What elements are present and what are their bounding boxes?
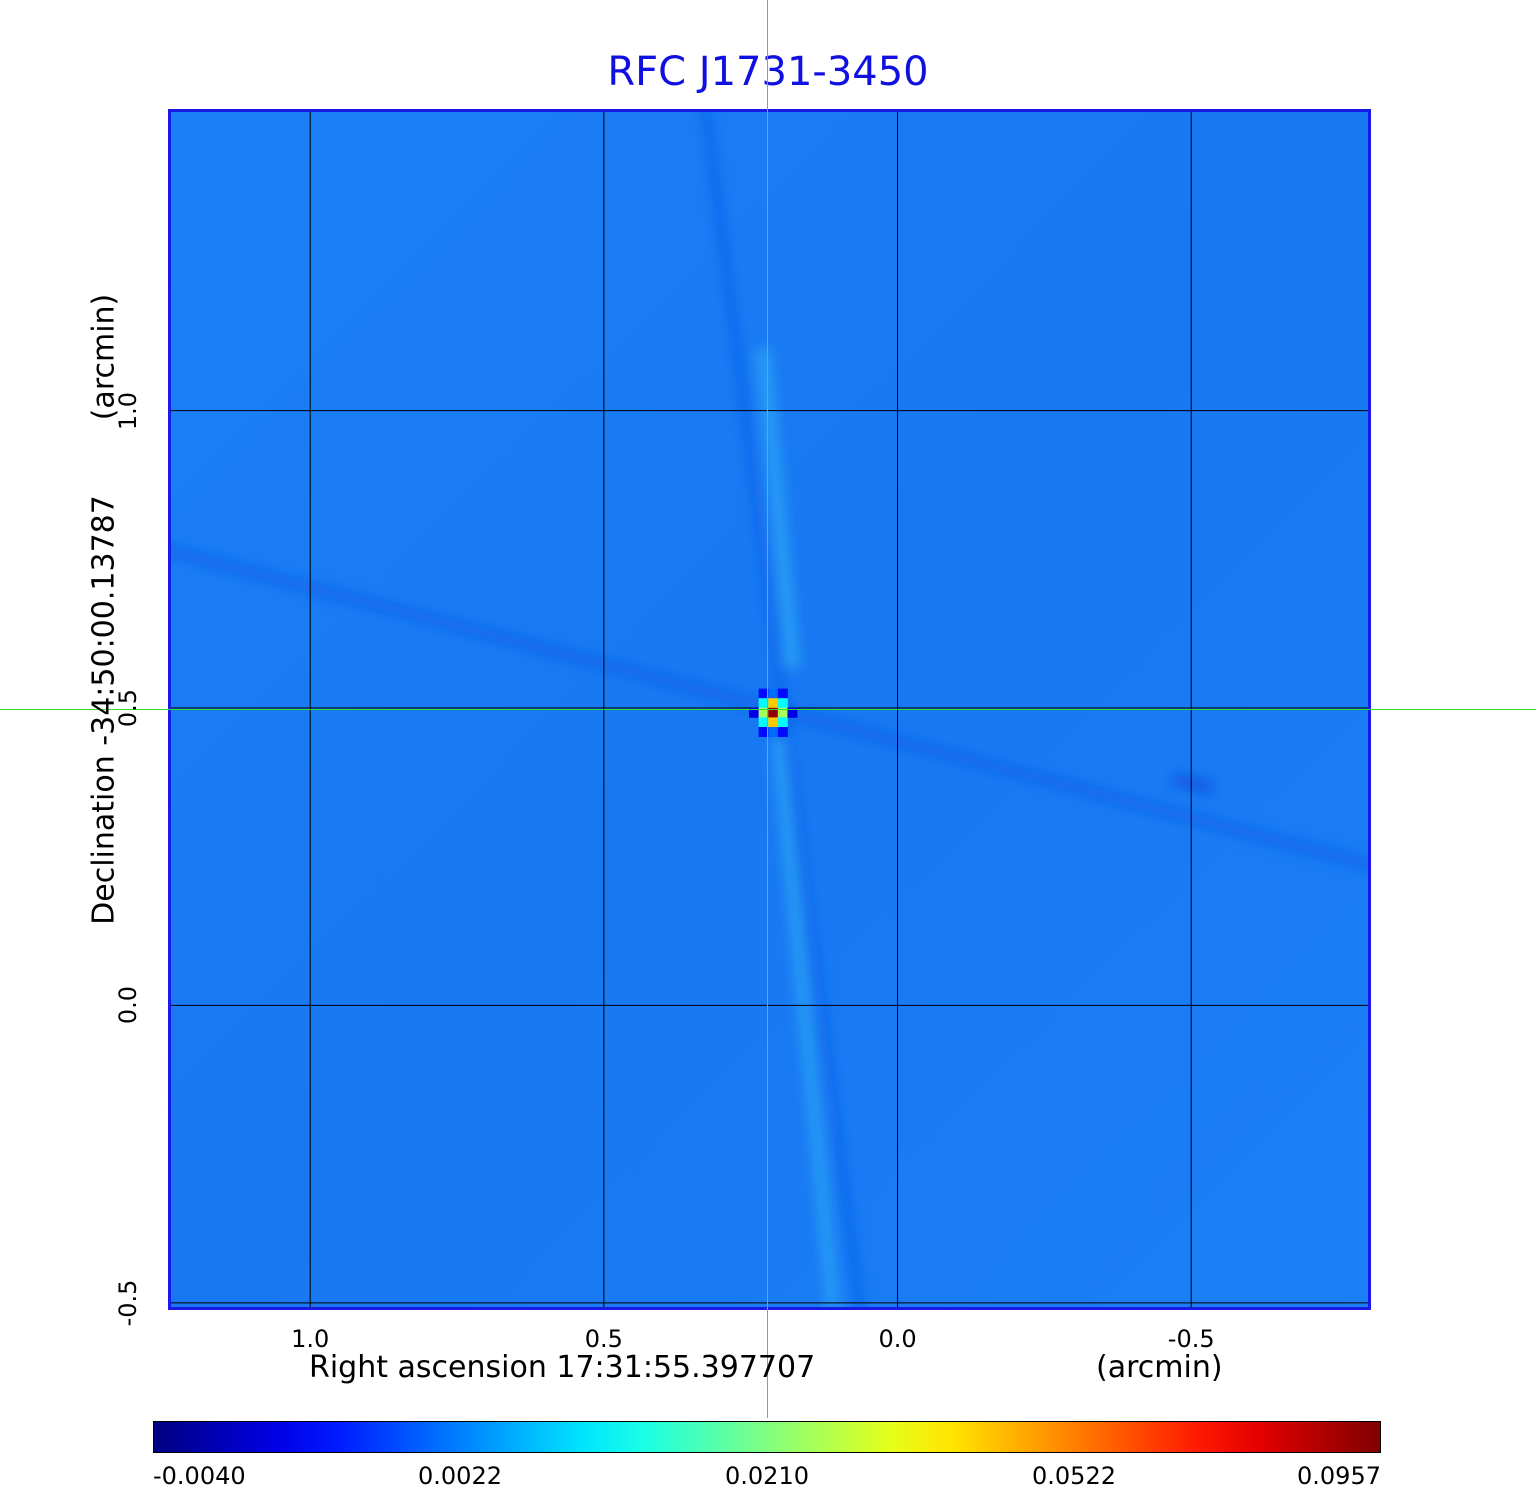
x-tick-label: 0.0 <box>878 1325 917 1353</box>
source-pixel <box>768 688 779 699</box>
colorbar-tick-label: -0.0040 <box>153 1462 246 1490</box>
source-pixel <box>768 727 779 738</box>
x-tick-label: 1.0 <box>291 1325 330 1353</box>
x-axis-label: Right ascension 17:31:55.397707 <box>309 1350 816 1385</box>
source-pixel <box>777 717 788 728</box>
x-tick-label: 0.5 <box>584 1325 623 1353</box>
source-pixel <box>768 717 779 728</box>
sidelobe-streak <box>772 738 839 1307</box>
y-axis-unit: (arcmin) <box>86 293 122 421</box>
source-pixel <box>768 698 779 709</box>
y-tick-label: -0.5 <box>114 1279 142 1327</box>
y-axis-label: Declination -34:50:00.13787 <box>86 495 122 925</box>
x-tick-label: -0.5 <box>1167 1325 1215 1353</box>
source-peak <box>749 688 798 738</box>
source-pixel <box>787 707 798 718</box>
source-pixel <box>758 688 769 699</box>
source-pixel <box>768 707 779 718</box>
source-pixel <box>758 698 769 709</box>
source-pixel <box>777 688 788 699</box>
source-pixel <box>758 717 769 728</box>
sidelobe-streak <box>1171 772 1215 795</box>
source-pixel <box>777 727 788 738</box>
source-pixel <box>758 707 769 718</box>
source-pixel <box>777 698 788 709</box>
colorbar-tick-label: 0.0022 <box>418 1462 502 1490</box>
colorbar-tick-label: 0.0522 <box>1032 1462 1116 1490</box>
colorbar-tick-label: 0.0210 <box>725 1462 809 1490</box>
source-pixel <box>777 707 788 718</box>
source-pixel <box>758 727 769 738</box>
sidelobe-streak <box>756 347 800 670</box>
x-axis-unit: (arcmin) <box>1096 1350 1223 1385</box>
colorbar <box>153 1421 1381 1453</box>
source-pixel <box>749 707 760 718</box>
chart-title: RFC J1731-3450 <box>607 49 929 95</box>
colorbar-tick-label: 0.0957 <box>1297 1462 1381 1490</box>
y-tick-label: 0.0 <box>114 986 142 1025</box>
crosshair-horizontal <box>0 709 1536 710</box>
